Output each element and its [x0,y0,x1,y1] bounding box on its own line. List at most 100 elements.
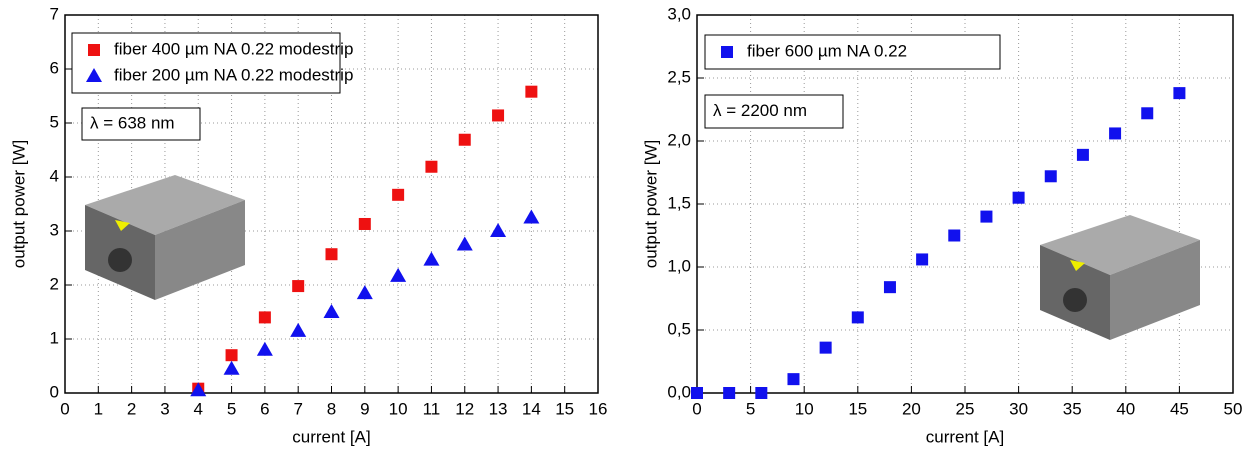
y-axis-label: output power [W] [641,140,660,269]
x-tick-label: 10 [795,399,814,418]
y-tick-label: 2,5 [667,67,691,86]
y-axis-label: output power [W] [9,140,28,269]
data-point [490,223,507,237]
legend-box [704,34,1001,70]
y-tick-label: 4 [50,166,59,185]
image-side [155,200,245,300]
y-tick-label: 7 [50,4,59,23]
x-tick-label: 9 [360,399,369,418]
image-warning [1070,260,1085,271]
data-point [425,160,438,173]
y-tick-label: 3,0 [667,4,691,23]
data-point [755,387,768,399]
data-point [290,322,307,337]
x-tick-label: 45 [1170,399,1189,418]
plot-frame [696,14,1234,394]
data-point [492,109,505,122]
product-image [85,175,245,300]
x-tick-label: 4 [194,399,203,418]
data-point [292,280,305,293]
annotation-box [704,94,844,129]
x-tick-label: 15 [848,399,867,418]
x-tick-label: 5 [746,399,755,418]
image-top [1040,215,1200,275]
data-point [358,217,371,230]
y-tick-label: 5 [50,112,59,131]
x-tick-label: 12 [455,399,474,418]
x-tick-label: 0 [60,399,69,418]
data-point [723,387,736,399]
data-point [423,251,440,266]
data-point [1141,107,1154,120]
data-point [523,209,540,224]
x-tick-label: 25 [956,399,975,418]
data-point [456,236,473,251]
data-point [1044,170,1057,183]
image-connector [1063,288,1087,312]
x-tick-label: 20 [902,399,921,418]
x-tick-label: 11 [423,399,441,418]
data-point [223,360,240,375]
data-point [225,349,238,362]
x-tick-label: 30 [1009,399,1028,418]
x-tick-label: 3 [160,399,169,418]
x-tick-label: 1 [94,399,103,418]
data-point [458,133,471,146]
x-tick-label: 10 [389,399,408,418]
image-warning [115,220,130,231]
data-point [787,373,800,386]
legend-box [71,32,341,94]
data-point [256,341,273,356]
annotation: λ = 2200 nm [713,101,807,120]
image-top [85,175,245,235]
y-tick-label: 2,0 [667,130,691,149]
data-point [980,210,993,223]
data-point [851,311,864,324]
y-tick-label: 3 [50,220,59,239]
data-point [258,311,271,324]
product-image [1040,215,1200,340]
x-tick-label: 8 [327,399,336,418]
x-tick-label: 14 [522,399,541,418]
x-tick-label: 13 [489,399,508,418]
x-tick-label: 40 [1116,399,1135,418]
data-point [325,248,338,261]
data-point [392,188,405,201]
legend-label: fiber 200 µm NA 0.22 modestrip [114,65,353,84]
data-point [916,253,929,266]
x-axis-label: current [A] [292,427,370,446]
data-point [1109,127,1122,140]
y-tick-label: 1 [50,328,59,347]
legend-marker [721,46,733,58]
x-tick-label: 7 [293,399,302,418]
x-axis-label: current [A] [926,427,1004,446]
y-tick-label: 0,5 [667,319,691,338]
data-point [948,229,961,242]
data-point [1173,87,1186,100]
x-tick-label: 2 [127,399,136,418]
plot-frame [64,14,599,394]
data-point [819,341,832,354]
x-tick-label: 6 [260,399,269,418]
image-connector [108,248,132,272]
y-tick-label: 1,0 [667,256,691,275]
legend-marker [86,68,102,82]
x-tick-label: 5 [227,399,236,418]
data-point [1012,191,1025,204]
legend-label: fiber 400 µm NA 0.22 modestrip [114,39,353,58]
x-tick-label: 50 [1224,399,1243,418]
data-point [691,387,703,399]
y-tick-label: 0,0 [667,382,691,401]
data-point [1076,148,1089,161]
data-point [323,304,340,318]
x-tick-label: 16 [589,399,608,418]
x-tick-label: 0 [692,399,701,418]
y-tick-label: 6 [50,58,59,77]
data-point [356,285,373,300]
data-point [190,382,207,397]
x-tick-label: 15 [555,399,574,418]
y-tick-label: 2 [50,274,59,293]
legend-label: fiber 600 µm NA 0.22 [747,41,907,60]
annotation: λ = 638 nm [90,113,175,132]
